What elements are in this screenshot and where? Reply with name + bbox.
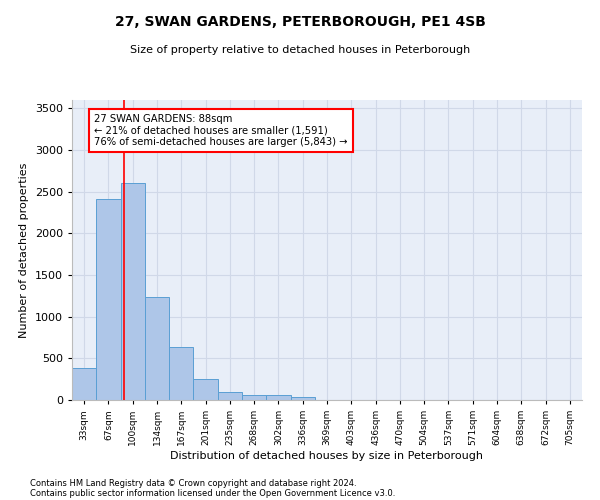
Bar [145,296,169,400]
Bar [193,379,218,400]
Y-axis label: Number of detached properties: Number of detached properties [19,162,29,338]
Text: Contains public sector information licensed under the Open Government Licence v3: Contains public sector information licen… [30,488,395,498]
Bar [96,199,121,400]
Bar [218,392,242,400]
Bar [266,396,290,400]
X-axis label: Distribution of detached houses by size in Peterborough: Distribution of detached houses by size … [170,451,484,461]
Bar [121,184,145,400]
Text: Size of property relative to detached houses in Peterborough: Size of property relative to detached ho… [130,45,470,55]
Text: 27, SWAN GARDENS, PETERBOROUGH, PE1 4SB: 27, SWAN GARDENS, PETERBOROUGH, PE1 4SB [115,15,485,29]
Bar [169,346,193,400]
Bar [290,396,315,400]
Bar [72,368,96,400]
Bar [242,395,266,400]
Text: 27 SWAN GARDENS: 88sqm
← 21% of detached houses are smaller (1,591)
76% of semi-: 27 SWAN GARDENS: 88sqm ← 21% of detached… [94,114,348,148]
Text: Contains HM Land Registry data © Crown copyright and database right 2024.: Contains HM Land Registry data © Crown c… [30,478,356,488]
